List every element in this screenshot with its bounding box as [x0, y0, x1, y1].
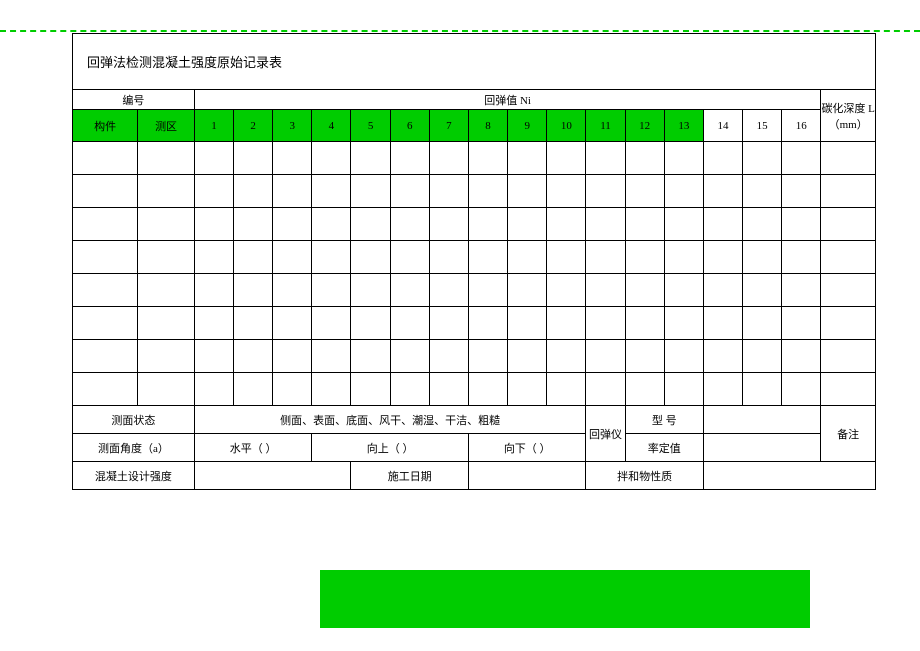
header-carb: 碳化深度 L（mm） [821, 90, 876, 142]
label-design: 混凝土设计强度 [73, 462, 195, 490]
value-surface-opts: 侧面、表面、底面、风干、潮湿、干洁、粗糙 [194, 406, 586, 434]
header-serial: 编号 [73, 90, 195, 110]
highlight-block [320, 570, 810, 628]
label-model: 型 号 [625, 406, 703, 434]
table-row [73, 208, 876, 241]
footer-row-angle: 测面角度（a） 水平（ ） 向上（ ） 向下（ ） 率定值 [73, 434, 876, 462]
col-4: 4 [312, 110, 351, 142]
label-calib: 率定值 [625, 434, 703, 462]
col-13: 13 [664, 110, 703, 142]
value-calib [703, 434, 820, 462]
table-row [73, 241, 876, 274]
label-mix: 拌和物性质 [586, 462, 703, 490]
label-surface-state: 测面状态 [73, 406, 195, 434]
col-10: 10 [547, 110, 586, 142]
label-instrument: 回弹仪 [586, 406, 625, 462]
col-6: 6 [390, 110, 429, 142]
col-12: 12 [625, 110, 664, 142]
footer-row-design: 混凝土设计强度 施工日期 拌和物性质 [73, 462, 876, 490]
value-horiz: 水平（ ） [194, 434, 311, 462]
table-row [73, 340, 876, 373]
title-row: 回弹法检测混凝土强度原始记录表 [72, 33, 876, 89]
document-page: 回弹法检测混凝土强度原始记录表 编号 回弹值 Ni 碳化深度 L（mm） 构件 … [72, 33, 876, 490]
col-15: 15 [743, 110, 782, 142]
table-row [73, 142, 876, 175]
label-date: 施工日期 [351, 462, 468, 490]
header-zone: 测区 [138, 110, 195, 142]
table-header-numbers: 构件 测区 1 2 3 4 5 6 7 8 9 10 11 12 13 14 1… [73, 110, 876, 142]
col-11: 11 [586, 110, 625, 142]
value-design [194, 462, 351, 490]
col-16: 16 [782, 110, 821, 142]
col-1: 1 [194, 110, 233, 142]
value-up: 向上（ ） [312, 434, 469, 462]
value-date [468, 462, 585, 490]
document-title: 回弹法检测混凝土强度原始记录表 [87, 52, 282, 71]
footer-row-surface: 测面状态 侧面、表面、底面、风干、潮湿、干洁、粗糙 回弹仪 型 号 备注 [73, 406, 876, 434]
page-break-indicator [0, 30, 920, 32]
label-angle: 测面角度（a） [73, 434, 195, 462]
header-rebound: 回弹值 Ni [194, 90, 821, 110]
value-mix [703, 462, 875, 490]
record-table: 编号 回弹值 Ni 碳化深度 L（mm） 构件 测区 1 2 3 4 5 6 7… [72, 89, 876, 490]
col-9: 9 [508, 110, 547, 142]
table-row [73, 373, 876, 406]
table-header-group: 编号 回弹值 Ni 碳化深度 L（mm） [73, 90, 876, 110]
label-note: 备注 [821, 406, 876, 462]
table-row [73, 274, 876, 307]
table-row [73, 175, 876, 208]
col-3: 3 [273, 110, 312, 142]
col-8: 8 [468, 110, 507, 142]
table-row [73, 307, 876, 340]
col-2: 2 [234, 110, 273, 142]
value-model [703, 406, 820, 434]
col-5: 5 [351, 110, 390, 142]
col-14: 14 [703, 110, 742, 142]
col-7: 7 [429, 110, 468, 142]
value-down: 向下（ ） [468, 434, 585, 462]
header-component: 构件 [73, 110, 138, 142]
